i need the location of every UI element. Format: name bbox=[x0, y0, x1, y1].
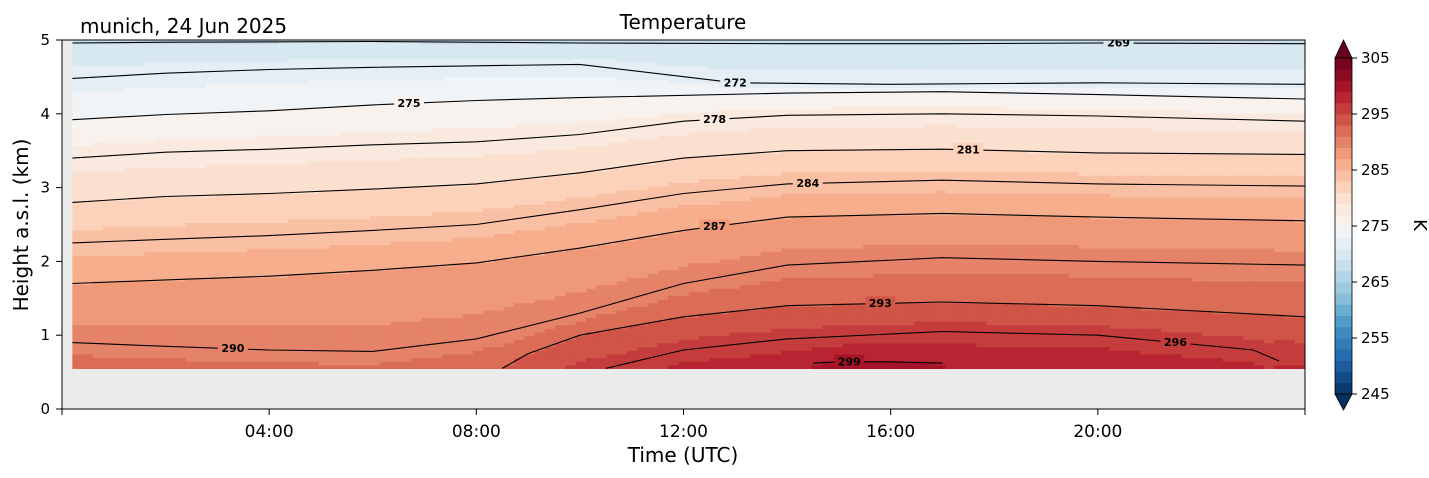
colorbar-segment bbox=[1335, 315, 1352, 328]
x-tick-label: 12:00 bbox=[659, 422, 708, 442]
colorbar-extend-min bbox=[1334, 393, 1353, 411]
x-tick-label: 16:00 bbox=[866, 422, 915, 442]
colorbar-tick-label: 285 bbox=[1361, 161, 1390, 179]
contour-label-bg bbox=[699, 112, 730, 124]
contour-label-bg bbox=[1103, 40, 1134, 48]
contour-label-bg bbox=[865, 296, 896, 308]
contour-label-bg bbox=[699, 219, 730, 231]
contour-label-284: 284 bbox=[796, 177, 819, 190]
colorbar-segment bbox=[1335, 102, 1352, 115]
y-tick-label: 3 bbox=[40, 179, 50, 197]
contour-label-bg bbox=[217, 341, 248, 353]
colorbar-segment bbox=[1335, 326, 1352, 339]
colorbar-segment bbox=[1335, 371, 1352, 384]
contour-label-bg bbox=[720, 75, 751, 87]
colorbar-segment bbox=[1335, 158, 1352, 171]
y-axis: 0 1 2 3 4 5 bbox=[40, 31, 62, 418]
temperature-field bbox=[72, 40, 1305, 370]
y-tick-label: 5 bbox=[40, 31, 50, 49]
y-tick-label: 2 bbox=[40, 252, 50, 270]
colorbar: 245 255 265 275 285 295 305 bbox=[1334, 39, 1390, 411]
contour-label-bg bbox=[1160, 335, 1191, 347]
colorbar-tick-label: 265 bbox=[1361, 273, 1390, 291]
contour-line-284 bbox=[72, 179, 1305, 244]
contour-label-299: 299 bbox=[838, 355, 861, 368]
contour-line-269 bbox=[72, 40, 1305, 45]
plot-area: 269 272 275 278 281 284 287 290 293 296 299 bbox=[62, 37, 1305, 409]
contour-label-287: 287 bbox=[703, 220, 726, 233]
contour-line-272 bbox=[72, 63, 1305, 85]
colorbar-segment bbox=[1335, 192, 1352, 204]
colorbar-segment bbox=[1335, 360, 1352, 372]
colorbar-tick-label: 295 bbox=[1361, 105, 1390, 123]
x-tick-label: 20:00 bbox=[1073, 422, 1122, 442]
colorbar-segment bbox=[1335, 147, 1352, 160]
colorbar-segment bbox=[1335, 237, 1352, 249]
contour-label-281: 281 bbox=[957, 143, 980, 156]
colorbar-segment bbox=[1335, 282, 1352, 294]
contour-label-278: 278 bbox=[703, 113, 726, 126]
colorbar-segment bbox=[1335, 91, 1352, 104]
colorbar-tick-label: 275 bbox=[1361, 217, 1390, 235]
colorbar-extend-max bbox=[1334, 39, 1353, 59]
contour-lines: 269 272 275 278 281 284 287 290 293 296 299 bbox=[72, 37, 1305, 369]
contour-label-293: 293 bbox=[869, 297, 892, 310]
colorbar-segment bbox=[1335, 293, 1352, 305]
colorbar-segment bbox=[1335, 248, 1352, 260]
colorbar-segment bbox=[1335, 170, 1352, 182]
contour-label-bg bbox=[953, 142, 984, 154]
colorbar-tick-label: 245 bbox=[1361, 385, 1390, 403]
colorbar-segment bbox=[1335, 349, 1352, 361]
colorbar-segment bbox=[1335, 181, 1352, 193]
colorbar-segment bbox=[1335, 304, 1352, 316]
x-tick-label: 08:00 bbox=[452, 422, 501, 442]
colorbar-tick-label: 255 bbox=[1361, 329, 1390, 347]
contour-line-275 bbox=[72, 91, 1305, 121]
colorbar-segment bbox=[1335, 226, 1352, 238]
x-axis-label: Time (UTC) bbox=[627, 443, 739, 467]
colorbar-segment bbox=[1335, 270, 1352, 283]
colorbar-segment bbox=[1335, 136, 1352, 148]
contour-label-269: 269 bbox=[1107, 37, 1130, 50]
colorbar-segment bbox=[1335, 214, 1352, 227]
contour-label-275: 275 bbox=[398, 97, 421, 110]
colorbar-label: K bbox=[1409, 219, 1429, 232]
y-tick-label: 1 bbox=[40, 326, 50, 344]
contour-label-bg bbox=[394, 96, 425, 108]
y-tick-label: 0 bbox=[40, 400, 50, 418]
y-axis-label: Height a.s.l. (km) bbox=[9, 139, 33, 312]
contour-line-299 bbox=[812, 361, 943, 364]
colorbar-segment bbox=[1335, 382, 1352, 395]
contour-label-bg bbox=[792, 176, 823, 188]
contour-label-290: 290 bbox=[221, 342, 244, 355]
colorbar-segment bbox=[1335, 338, 1352, 350]
colorbar-segment bbox=[1335, 203, 1352, 216]
colorbar-segment bbox=[1335, 69, 1352, 81]
contour-line-287 bbox=[72, 212, 1305, 285]
x-axis: 04:00 08:00 12:00 16:00 20:00 bbox=[61, 409, 1306, 442]
contour-line-281 bbox=[72, 148, 1305, 203]
contour-label-bg bbox=[834, 354, 865, 366]
chart-title: Temperature bbox=[619, 10, 747, 34]
contour-label-296: 296 bbox=[1164, 336, 1187, 349]
colorbar-segment bbox=[1335, 58, 1352, 70]
site-date-label: munich, 24 Jun 2025 bbox=[80, 14, 287, 38]
contour-line-296 bbox=[605, 330, 1280, 369]
y-tick-label: 4 bbox=[40, 105, 50, 123]
colorbar-segment bbox=[1335, 80, 1352, 92]
contour-line-278 bbox=[72, 113, 1305, 159]
contour-line-293 bbox=[501, 301, 1305, 369]
colorbar-segment bbox=[1335, 125, 1352, 137]
colorbar-segment bbox=[1335, 259, 1352, 272]
colorbar-segment bbox=[1335, 114, 1352, 126]
colorbar-tick-label: 305 bbox=[1361, 49, 1390, 67]
contour-label-272: 272 bbox=[724, 76, 747, 89]
x-tick-label: 04:00 bbox=[245, 422, 294, 442]
